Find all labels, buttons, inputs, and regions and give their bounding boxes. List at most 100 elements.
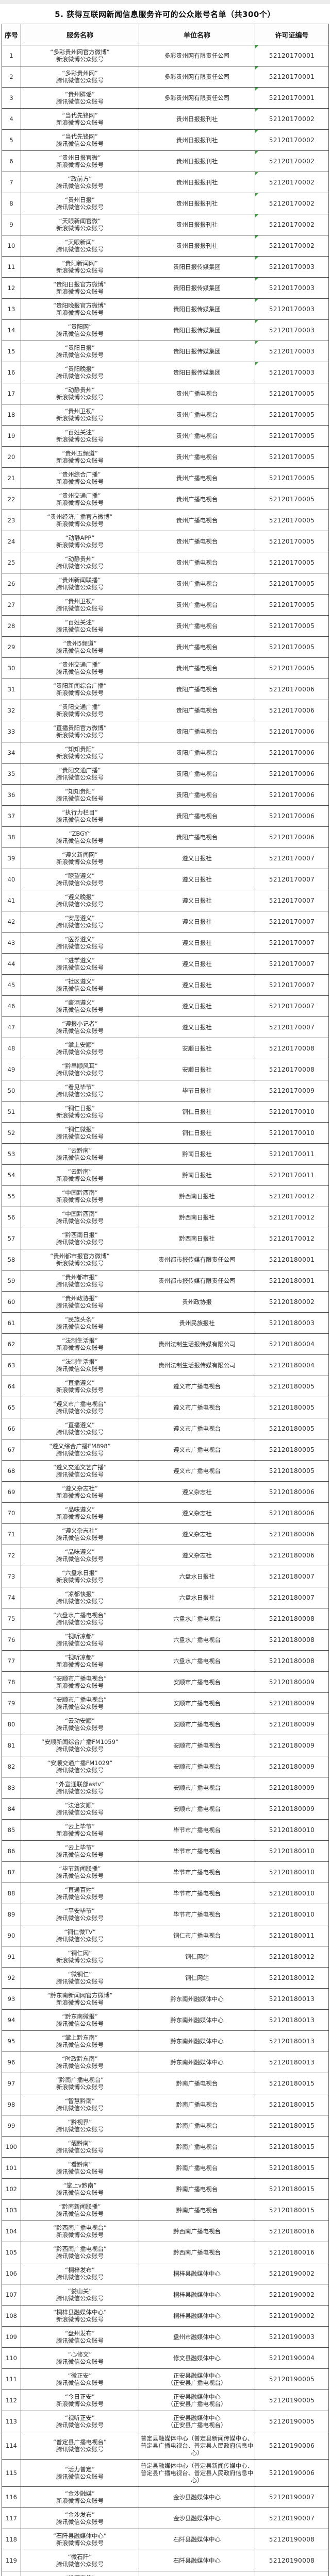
row-index-cell: 13 [2, 298, 21, 320]
table-row: 46 “酱酒遵义” 腾讯微信公众账号 遵义日报社 52120170007 [2, 995, 329, 1017]
unit-name-cell: 黔西南广播电视台 [139, 2242, 255, 2263]
service-name-cell: “贵州政协报” 腾讯微信公众账号 [21, 1291, 139, 1313]
service-account-type: 腾讯微信公众账号 [56, 563, 104, 570]
table-row: 67 “遵义综合广播FM898” 腾讯微信公众账号 遵义市广播电视台 521201800… [2, 1439, 329, 1461]
column-header-unit-name: 单位名称 [139, 24, 255, 45]
table-row: 56 “中国黔西南” 腾讯微信公众账号 黔西南日报社 52120170012 [2, 1207, 329, 1228]
service-account-name: “贵州交通广播” [59, 661, 101, 668]
license-number-cell: 52120170005 [255, 383, 329, 404]
service-account-type: 腾讯微信公众账号 [56, 1914, 104, 1922]
service-name-cell: “中国黔西南” 新浪微博公众账号 [21, 1185, 139, 1207]
row-index-cell: 107 [2, 2284, 21, 2306]
row-index-cell: 104 [2, 2221, 21, 2242]
license-number-cell: 52120180010 [255, 1840, 329, 1862]
service-account-name: “铜仁微报” [65, 1126, 95, 1133]
license-number-cell: 52120170012 [255, 1185, 329, 1207]
license-number-cell: 52120170006 [255, 700, 329, 721]
table-row: 29 “贵州5频道” 腾讯微信公众账号 贵州广播电视台 52120170005 [2, 636, 329, 658]
service-account-type: 腾讯微信公众账号 [56, 1133, 104, 1140]
service-name-cell: “视听正安” 腾讯微信公众账号 [21, 2411, 139, 2432]
service-account-name: “外宣通联部astv” [56, 1781, 104, 1788]
service-account-type: 新浪微博公众账号 [56, 288, 104, 295]
row-index-cell: 10 [2, 235, 21, 257]
service-name-cell: “遵义综合广播FM898” 腾讯微信公众账号 [21, 1439, 139, 1461]
service-account-name: “品味遵义” [65, 1506, 95, 1513]
service-account-name: “视听凉都” [65, 1633, 95, 1640]
service-name-cell: “云黔南” 新浪微博公众账号 [21, 1164, 139, 1186]
service-account-type: 腾讯微信公众账号 [56, 1048, 104, 1056]
service-account-type: 腾讯微信公众账号 [56, 816, 104, 823]
license-number-cell: 52120170007 [255, 869, 329, 890]
table-row: 49 “黔早顺风耳” 腾讯微信公众账号 安顺日报社 52120170008 [2, 1059, 329, 1080]
service-account-name: “贵州日报” [65, 196, 95, 204]
unit-name-cell: 桐梓县融媒体中心 [139, 2263, 255, 2284]
service-account-type: 腾讯微信公众账号 [56, 182, 104, 190]
service-account-type: 新浪微博公众账号 [56, 689, 104, 697]
service-account-type: 腾讯微信公众账号 [56, 2421, 104, 2429]
table-row: 86 “云上毕节” 腾讯微信公众账号 毕节市广播电视台 52120180010 [2, 1840, 329, 1862]
service-account-name: “遵义市广播电视台” [53, 1400, 107, 1408]
unit-name-cell: 贵州广播电视台 [139, 446, 255, 468]
unit-name-cell: 贵州广播电视台 [139, 594, 255, 616]
service-name-cell: “平安毕节” 腾讯微信公众账号 [21, 1904, 139, 1925]
column-header-license-number: 许可证编号 [255, 24, 329, 45]
service-account-name: “遵义杂志社” [62, 1485, 98, 1492]
service-account-name: “遵义综合广播FM898” [49, 1443, 111, 1450]
service-account-name: “桐梓发布” [65, 2266, 95, 2274]
license-number-cell: 52120180009 [255, 1798, 329, 1820]
row-index-cell: 102 [2, 2178, 21, 2200]
table-row: 9 “天眼新闻官微” 新浪微博公众账号 贵州日报报刊社 52120170002 [2, 214, 329, 235]
service-name-cell: “遵义晚报” 腾讯微信公众账号 [21, 890, 139, 911]
license-number-cell: 52120180003 [255, 1312, 329, 1334]
unit-name-cell: 遵义日报社 [139, 848, 255, 869]
service-account-name: “多彩贵州网” [62, 70, 98, 77]
unit-name-cell: 贵州日报报刊社 [139, 235, 255, 257]
service-account-type: 新浪微博公众账号 [56, 457, 104, 464]
service-account-name: “百姓关注” [65, 429, 95, 436]
row-index-cell: 15 [2, 341, 21, 362]
service-name-cell: “执行力栏目” 腾讯微信公众账号 [21, 805, 139, 827]
license-number-cell: 52120170003 [255, 319, 329, 341]
service-account-type: 腾讯微信公众账号 [56, 1471, 104, 1478]
license-number-cell: 52120170003 [255, 298, 329, 320]
service-account-name: “动静贵州” [65, 386, 95, 394]
service-account-name: “遵报小记者” [62, 1020, 98, 1027]
license-number-cell: 52120170011 [255, 1164, 329, 1186]
row-index-cell: 14 [2, 319, 21, 341]
service-name-cell: “微石阡” 腾讯微信公众账号 [21, 2550, 139, 2571]
service-account-name: “中国黔西南” [62, 1189, 98, 1196]
table-row: 77 “视听凉都” 新浪微博公众账号 六盘水广播电视台 52120180008 [2, 1650, 329, 1672]
service-name-cell: “普定县广播电视台” 腾讯微信公众账号 [21, 2432, 139, 2460]
row-index-cell: 48 [2, 1038, 21, 1059]
license-number-cell: 52120170006 [255, 763, 329, 785]
service-account-name: “靓黔南” [68, 2140, 92, 2147]
license-number-cell: 52120190005 [255, 2411, 329, 2432]
table-row: 34 “知知贵阳” 新浪微博公众账号 贵阳广播电视台 52120170006 [2, 742, 329, 764]
table-row: 107 “娄山关” 腾讯微信公众账号 桐梓县融媒体中心 52120190002 [2, 2284, 329, 2306]
license-number-cell: 52120180009 [255, 1756, 329, 1777]
unit-name-cell: 安顺市广播电视台 [139, 1777, 255, 1799]
unit-name-cell: 贵州广播电视台 [139, 657, 255, 679]
service-name-cell: “贵州辟谣” 腾讯微信公众账号 [21, 87, 139, 109]
service-account-type: 新浪微博公众账号 [56, 753, 104, 760]
license-number-cell: 52120180010 [255, 1883, 329, 1904]
service-account-type: 腾讯微信公众账号 [56, 1365, 104, 1372]
row-index-cell: 78 [2, 1671, 21, 1693]
service-account-name: “平安毕节” [65, 1907, 95, 1914]
table-row: 54 “云黔南” 新浪微博公众账号 黔南日报社 52120170011 [2, 1164, 329, 1186]
row-index-cell: 81 [2, 1735, 21, 1756]
unit-name-cell: 黔东南州融媒体中心 [139, 2009, 255, 2031]
license-number-cell: 52120170012 [255, 1228, 329, 1249]
service-account-name: “铜仁日报” [65, 1105, 95, 1112]
table-row: 84 “法治安顺” 腾讯微信公众账号 安顺市广播电视台 52120180009 [2, 1798, 329, 1820]
service-account-type: 腾讯微信公众账号 [56, 204, 104, 211]
table-row: 44 “进学遵义” 腾讯微信公众账号 遵义日报社 52120170007 [2, 953, 329, 975]
unit-name-cell: 遵义市广播电视台 [139, 1376, 255, 1397]
license-number-cell: 52120180013 [255, 2052, 329, 2073]
service-name-cell: “天眼新闻官微” 新浪微博公众账号 [21, 214, 139, 235]
row-index-cell: 114 [2, 2432, 21, 2460]
service-account-type: 腾讯微信公众账号 [56, 1809, 104, 1816]
table-row: 110 “心修文” 腾讯微信公众账号 修文县融媒体中心 52120190004 [2, 2347, 329, 2369]
row-index-cell: 26 [2, 573, 21, 595]
table-row: 112 “今日正安” 新浪微博公众账号 正安县融媒体中心 （正安县广播电视台） 5212… [2, 2389, 329, 2411]
